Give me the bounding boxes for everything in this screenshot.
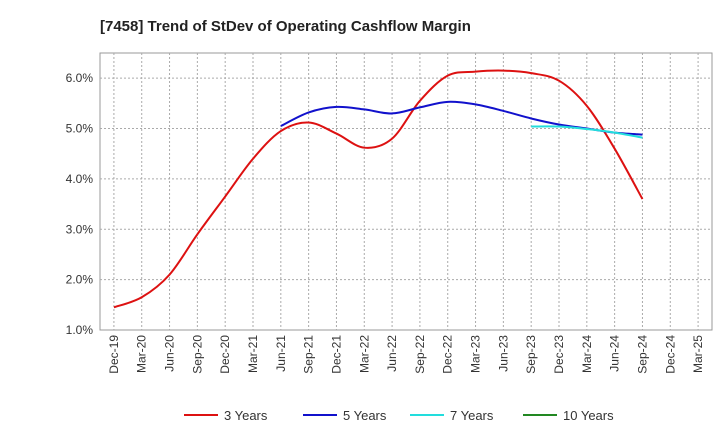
x-tick-label: Mar-20 bbox=[135, 335, 149, 373]
x-tick-label: Mar-24 bbox=[580, 335, 594, 373]
x-tick-label: Dec-24 bbox=[663, 335, 677, 374]
y-axis-ticks: 1.0% 2.0% 3.0% 4.0% 5.0% 6.0% bbox=[66, 71, 94, 337]
y-tick-label: 5.0% bbox=[66, 122, 94, 136]
series-lines bbox=[113, 69, 644, 309]
series-line-3-years bbox=[113, 69, 644, 309]
x-tick-label: Jun-20 bbox=[163, 335, 177, 372]
x-tick-label: Dec-22 bbox=[441, 335, 455, 374]
chart-title: [7458] Trend of StDev of Operating Cashf… bbox=[100, 18, 471, 35]
x-tick-label: Dec-19 bbox=[107, 335, 121, 374]
x-tick-label: Mar-22 bbox=[357, 335, 371, 373]
x-tick-label: Dec-23 bbox=[552, 335, 566, 374]
legend: 3 Years 5 Years 7 Years 10 Years bbox=[184, 408, 614, 423]
x-tick-label: Dec-20 bbox=[218, 335, 232, 374]
x-tick-label: Mar-25 bbox=[691, 335, 705, 373]
y-tick-label: 2.0% bbox=[66, 273, 94, 287]
series-line-7-years bbox=[531, 125, 643, 139]
legend-label: 7 Years bbox=[450, 408, 494, 423]
x-tick-label: Dec-21 bbox=[329, 335, 343, 374]
x-axis-ticks: Dec-19 Mar-20 Jun-20 Sep-20 Dec-20 Mar-21 Jun-… bbox=[107, 335, 705, 374]
legend-label: 3 Years bbox=[224, 408, 268, 423]
x-tick-label: Sep-21 bbox=[302, 335, 316, 374]
y-tick-label: 3.0% bbox=[66, 222, 94, 236]
x-tick-label: Jun-24 bbox=[608, 335, 622, 372]
x-tick-label: Mar-21 bbox=[246, 335, 260, 373]
x-tick-label: Sep-23 bbox=[524, 335, 538, 374]
y-tick-label: 6.0% bbox=[66, 71, 94, 85]
x-tick-label: Sep-22 bbox=[413, 335, 427, 374]
x-tick-label: Jun-23 bbox=[496, 335, 510, 372]
plot-area bbox=[99, 52, 713, 331]
x-tick-label: Jun-21 bbox=[274, 335, 288, 372]
y-tick-label: 4.0% bbox=[66, 172, 94, 186]
x-tick-label: Sep-24 bbox=[635, 335, 649, 374]
y-tick-label: 1.0% bbox=[66, 323, 94, 337]
legend-label: 5 Years bbox=[343, 408, 387, 423]
x-tick-label: Sep-20 bbox=[190, 335, 204, 374]
x-tick-label: Mar-23 bbox=[469, 335, 483, 373]
x-tick-label: Jun-22 bbox=[385, 335, 399, 372]
legend-label: 10 Years bbox=[563, 408, 614, 423]
